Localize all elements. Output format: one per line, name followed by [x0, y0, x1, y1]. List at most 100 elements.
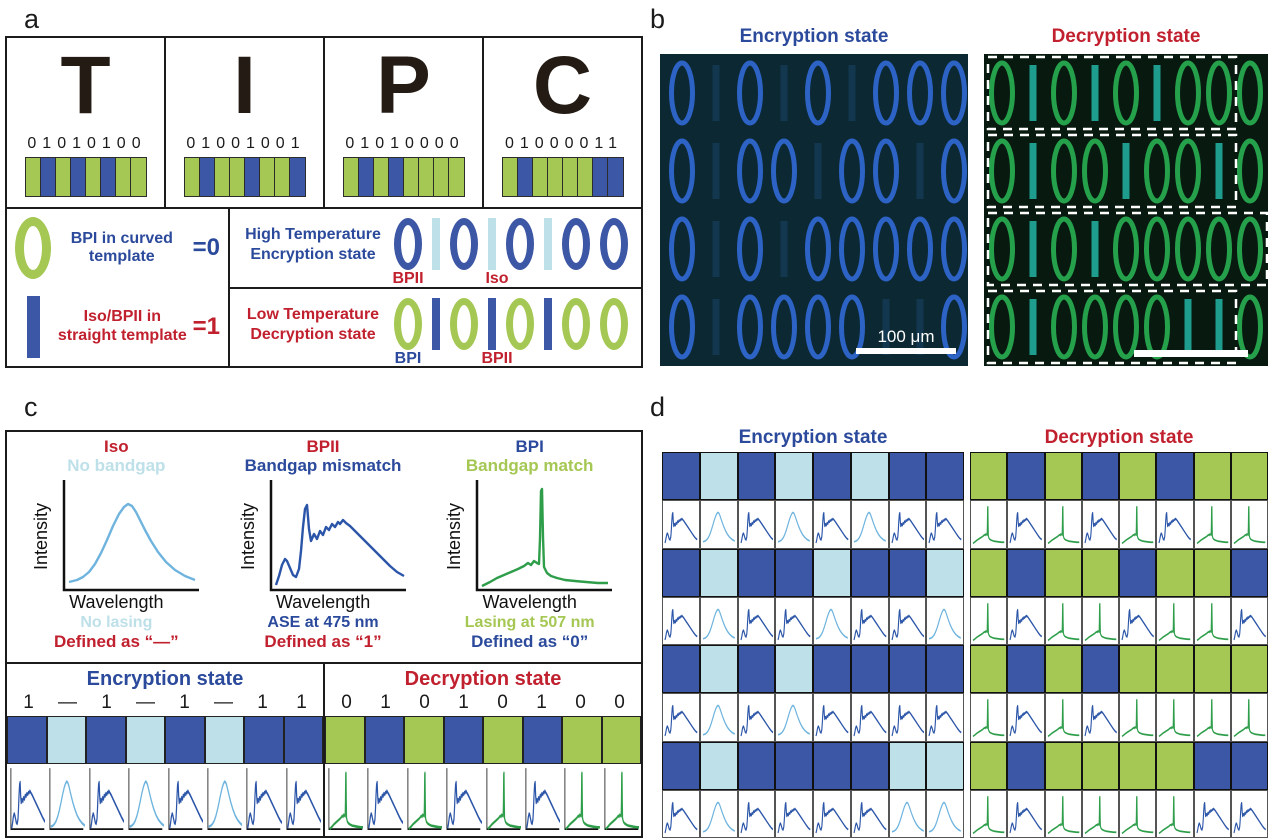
spectrum-cell — [1081, 789, 1119, 838]
encoded-cell — [970, 452, 1008, 501]
encoded-cell — [1044, 452, 1082, 501]
spectrum-cell — [1081, 596, 1119, 645]
bit-segment — [214, 158, 230, 196]
mini-spectrum-cell — [327, 767, 364, 832]
panel-a-coding-scheme: T 01010100 I 01001001 P 01010000 C 01000011 BPI… — [5, 36, 643, 368]
encoded-cell — [1230, 548, 1268, 597]
high-temp-label: High Temperature Encryption state — [238, 225, 388, 265]
spectrum-plot: Intensity — [444, 477, 615, 595]
spectrum-cell — [1007, 693, 1045, 742]
sequence-annotation: BPII — [392, 270, 424, 287]
mini-spectrum — [1084, 705, 1117, 737]
encoded-cell — [1044, 741, 1082, 790]
readout-bit: 1 — [101, 692, 112, 713]
encoded-cell — [926, 741, 964, 790]
x-axis-label: Wavelength — [69, 592, 164, 613]
y-axis-label: Intensity — [237, 502, 258, 570]
mini-spectrum — [664, 705, 698, 737]
mini-spectrum — [702, 608, 735, 640]
low-temp-line2: Decryption state — [250, 325, 376, 343]
mini-spectrum — [1084, 795, 1117, 834]
bit-segment — [532, 158, 548, 196]
bit-segment — [259, 158, 275, 196]
bit-segment — [343, 158, 359, 196]
spectrum-definition: Defined as “—” — [53, 632, 179, 652]
spectrum-cell — [1193, 500, 1231, 549]
spectrum-panel-bpi: BPI Bandgap match Intensity Wavelength Lasin… — [426, 437, 633, 662]
legend-one-text: Iso/BPII in straight template — [57, 308, 187, 344]
spectrum-cell — [699, 789, 738, 838]
scale-bar-label: 100 μm — [877, 327, 934, 346]
spectrum-cell — [1044, 596, 1082, 645]
mini-spectrum — [1196, 699, 1228, 738]
encoded-cell — [850, 452, 889, 501]
mini-spectrum — [664, 608, 698, 641]
readout-bit: 0 — [575, 692, 586, 713]
encoded-cell — [1156, 741, 1194, 790]
encoded-cell — [888, 645, 927, 694]
legend-zero-value: =0 — [192, 234, 220, 262]
spectrum-cell — [1119, 789, 1157, 838]
spectrum-cell — [850, 789, 889, 838]
mini-spectrum — [1195, 801, 1229, 834]
spectrum-cell — [1081, 500, 1119, 549]
mini-spectrum — [1121, 608, 1155, 641]
encoded-square — [522, 716, 562, 764]
high-temperature-row: High Temperature Encryption state BPII Is… — [230, 209, 641, 289]
mini-spectrum-cell — [48, 767, 85, 832]
spectrum-cell — [1156, 789, 1194, 838]
bit-bar — [183, 157, 306, 197]
x-axis-label: Wavelength — [275, 592, 371, 613]
mini-spectrum — [167, 768, 203, 830]
spectrum-panel-bpii: BPII Bandgap mismatch Intensity Wavelength A… — [220, 437, 427, 662]
readout-bit: 0 — [497, 692, 508, 713]
decryption-micrograph — [984, 54, 1268, 366]
bit-segment — [433, 158, 449, 196]
mini-spectrum — [928, 705, 962, 737]
spectrum-cell — [1007, 500, 1045, 549]
encoded-cell — [662, 645, 700, 694]
encoded-square — [86, 716, 126, 764]
spectrum-chart — [269, 480, 406, 592]
mini-spectrum — [446, 768, 482, 830]
mini-spectrum — [89, 768, 125, 830]
encoded-cell — [1081, 548, 1119, 597]
binary-code: 01010100 — [27, 135, 147, 152]
mini-spectrum — [328, 768, 364, 831]
encoded-square — [601, 716, 641, 764]
mini-spectrum — [407, 768, 443, 831]
mini-spectrum — [853, 608, 887, 641]
encoded-cell — [1156, 645, 1194, 694]
mini-spectrum — [367, 768, 403, 830]
spectrum-definition: Defined as “0” — [471, 632, 589, 652]
bit-segment — [403, 158, 419, 196]
readout-bit: 1 — [257, 692, 268, 713]
mini-spectrum — [972, 795, 1005, 834]
encoded-cell — [813, 548, 851, 597]
y-axis-label: Intensity — [30, 502, 51, 570]
straight-template-symbol — [544, 218, 552, 270]
sequence-annotation: BPII — [481, 349, 513, 367]
spectrum-cell — [662, 596, 700, 645]
mini-spectrum — [1084, 512, 1117, 544]
encoded-cell — [1081, 645, 1119, 694]
bit-segment — [229, 158, 245, 196]
mini-spectrum — [972, 602, 1005, 641]
spectrum-cell — [737, 596, 776, 645]
encoded-cell — [1119, 645, 1157, 694]
spectrum-plot: Intensity — [31, 477, 202, 595]
mini-spectrum-cell — [127, 767, 164, 832]
encoded-cell — [1230, 741, 1268, 790]
panel-c-label: c — [24, 392, 38, 422]
encoded-square — [325, 716, 365, 764]
spectrum-result: Lasing at 507 nm — [464, 614, 595, 632]
bit-segment — [289, 158, 305, 196]
bit-segment — [448, 158, 464, 196]
spectrum-title: Iso — [104, 437, 129, 456]
encoded-square — [443, 716, 483, 764]
encoded-cell — [662, 741, 700, 790]
spectrum-definition: Defined as “1” — [264, 632, 382, 652]
spectrum-cell — [1156, 500, 1194, 549]
readout-bit: — — [136, 692, 155, 713]
spectrum-cell — [1044, 500, 1082, 549]
